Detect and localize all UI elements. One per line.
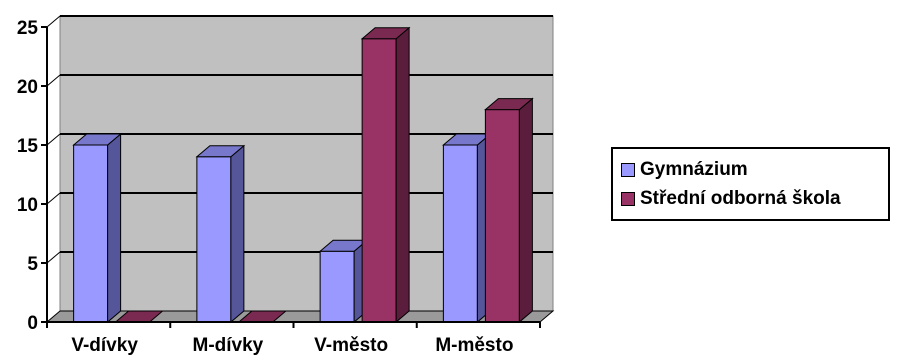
y-tick-label: 0 bbox=[27, 313, 38, 334]
bar-front bbox=[319, 250, 355, 323]
x-tick-label: M-město bbox=[435, 335, 513, 356]
legend-swatch-gymnazium bbox=[621, 162, 635, 177]
y-tick-label: 10 bbox=[17, 195, 38, 216]
x-tick-label: V-dívky bbox=[71, 335, 138, 356]
bar-side bbox=[395, 26, 410, 324]
bar-top bbox=[72, 133, 122, 146]
gridline-side bbox=[46, 15, 61, 28]
bar bbox=[195, 144, 246, 324]
bar-side bbox=[107, 132, 122, 324]
gridline-side bbox=[46, 192, 61, 205]
y-tick-label: 20 bbox=[17, 77, 38, 98]
bar-front bbox=[361, 38, 397, 323]
bar bbox=[360, 26, 411, 324]
bar-side bbox=[230, 144, 245, 324]
legend-item: Gymnázium bbox=[621, 155, 888, 184]
x-tick-label: M-dívky bbox=[193, 335, 264, 356]
bar-top bbox=[360, 27, 411, 40]
axes bbox=[41, 26, 541, 328]
bar-front bbox=[442, 144, 478, 323]
bar-front bbox=[196, 156, 232, 323]
y-tick-label: 25 bbox=[17, 18, 39, 39]
y-tick-group: 0 5 10 15 20 25 bbox=[17, 18, 39, 334]
bar bbox=[72, 132, 122, 324]
x-tick-label: V-město bbox=[314, 335, 388, 356]
y-tick-label: 5 bbox=[27, 254, 38, 275]
legend-swatch-stredni-odborna-skola bbox=[621, 191, 635, 206]
legend-item: Střední odborná škola bbox=[621, 184, 888, 213]
legend-label: Gymnázium bbox=[640, 158, 748, 180]
bar-top bbox=[484, 98, 534, 111]
bar bbox=[318, 239, 369, 324]
bar-front bbox=[73, 144, 109, 323]
y-tick-label: 15 bbox=[17, 136, 39, 157]
gridline-side bbox=[46, 133, 61, 146]
bar bbox=[484, 97, 534, 324]
legend: Gymnázium Střední odborná škola bbox=[611, 147, 890, 221]
x-tick-group: V-dívky M-dívky V-město M-město bbox=[71, 335, 513, 356]
gridline-side bbox=[46, 251, 61, 264]
bar-top bbox=[195, 145, 246, 158]
gridline-side bbox=[46, 74, 61, 87]
legend-label: Střední odborná škola bbox=[640, 187, 841, 209]
bar-group bbox=[72, 26, 534, 324]
bar-front bbox=[484, 109, 520, 323]
bar bbox=[442, 132, 492, 324]
bar-side bbox=[518, 97, 533, 324]
